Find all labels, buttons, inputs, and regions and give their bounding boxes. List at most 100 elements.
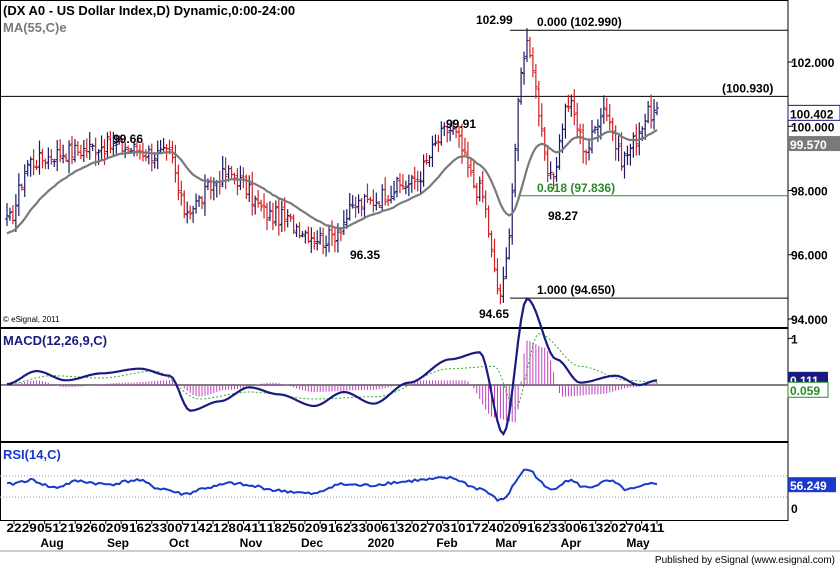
rsi-value-boxes: 56.249 [788, 477, 836, 493]
ma-value-label: 99.570 [790, 138, 827, 152]
x-day-label: 02 [297, 521, 312, 535]
price-value-boxes: 100.402 99.570 [787, 104, 840, 152]
x-day-label: 11 [650, 521, 665, 535]
x-day-label: 07 [175, 521, 190, 535]
x-day-label: 22 [7, 521, 22, 535]
x-month-label: Sep [107, 536, 129, 550]
price-panel [0, 0, 789, 328]
price-annotation: 94.65 [479, 307, 509, 321]
x-day-label: 11 [251, 521, 266, 535]
x-day-label: 16 [328, 521, 343, 535]
signal-value-box [787, 381, 829, 398]
x-day-label: 30 [558, 521, 573, 535]
x-month-label: Nov [240, 536, 263, 550]
x-day-label: 27 [420, 521, 435, 535]
price-annotation: 99.66 [113, 132, 143, 146]
x-day-label: 06 [374, 521, 389, 535]
x-month-label: Aug [40, 536, 63, 550]
x-day-label: 20 [405, 521, 420, 535]
x-day-label: 29 [22, 521, 37, 535]
x-month-label: Feb [436, 536, 457, 550]
x-day-label: 28 [221, 521, 236, 535]
rsi-value-label: 56.249 [790, 479, 827, 493]
x-day-label: 02 [98, 521, 113, 535]
resistance-label: (100.930) [722, 81, 773, 95]
x-day-label: 30 [359, 521, 374, 535]
x-month-label: Dec [301, 536, 323, 550]
rsi-y-axis: 0 [791, 502, 798, 516]
x-day-label: 04 [236, 521, 251, 535]
ma-line [6, 129, 658, 235]
signal-value-label: 0.059 [790, 384, 820, 398]
x-day-label: 30 [160, 521, 175, 535]
price-y-tick-label: 102.000 [791, 56, 835, 70]
fib-level-label: 1.000 (94.650) [537, 283, 615, 297]
x-month-label: May [626, 536, 650, 550]
price-annotation: 96.35 [350, 248, 380, 262]
fib-level-label: 0.618 (97.836) [537, 181, 615, 195]
x-day-label: 16 [527, 521, 542, 535]
x-month-label: Apr [561, 536, 582, 550]
ma-title: MA(55,C)e [3, 20, 67, 35]
moving-average [6, 129, 658, 235]
x-day-label: 13 [389, 521, 404, 535]
x-day-label: 17 [466, 521, 481, 535]
x-day-label: 10 [450, 521, 465, 535]
x-day-label: 24 [481, 521, 496, 535]
x-day-label: 23 [144, 521, 159, 535]
x-month-label: 2020 [368, 536, 395, 550]
rsi-value-box [788, 477, 836, 493]
reference-lines: 0.000 (102.990) 0.618 (97.836) 1.000 (94.6… [0, 15, 788, 299]
price-title: (DX A0 - US Dollar Index,D) Dynamic,0:00… [3, 3, 295, 18]
x-day-label: 25 [282, 521, 297, 535]
rsi-line [6, 468, 658, 503]
x-day-label: 04 [634, 521, 649, 535]
macd-y-tick-label: 1 [791, 332, 798, 346]
x-day-label: 23 [542, 521, 557, 535]
x-day-label: 23 [343, 521, 358, 535]
x-month-label: Mar [495, 536, 517, 550]
price-annotation: 102.99 [476, 13, 513, 27]
x-month-label: Oct [169, 536, 189, 550]
macd-lines [6, 297, 658, 436]
x-axis: 22 29 05 12 19 26 02 09 16 23 30 07 14 21 28 04 11 18 25 02… [7, 520, 665, 550]
price-y-axis: 94.000 96.000 98.000 100.000 102.000 [788, 56, 835, 327]
copyright-label: © eSignal, 2011 [3, 315, 60, 324]
price-annotation: 99.91 [446, 117, 476, 131]
x-day-label: 06 [573, 521, 588, 535]
x-day-label: 09 [512, 521, 527, 535]
x-day-label: 16 [129, 521, 144, 535]
x-day-label: 09 [114, 521, 129, 535]
macd-y-axis: 1 [788, 332, 798, 346]
x-day-label: 19 [68, 521, 83, 535]
rsi-line [0, 468, 788, 503]
ma-value-box [788, 136, 840, 152]
current-price-label: 100.402 [790, 107, 834, 121]
macd-title: MACD(12,26,9,C) [3, 333, 107, 348]
rsi-y-tick-label: 0 [791, 502, 798, 516]
x-day-label: 03 [435, 521, 450, 535]
price-y-tick-label: 98.000 [791, 184, 828, 198]
x-day-label: 20 [604, 521, 619, 535]
x-day-label: 09 [313, 521, 328, 535]
macd-line [6, 297, 658, 436]
footer-label: Published by eSignal (www.esignal.com) [655, 555, 835, 566]
rsi-title: RSI(14,C) [3, 447, 61, 462]
x-day-label: 21 [206, 521, 221, 535]
fib-level-label: 0.000 (102.990) [537, 15, 622, 29]
x-day-label: 14 [190, 521, 205, 535]
price-annotations: 99.66 96.35 99.91 94.65 102.99 98.27 [113, 13, 578, 321]
x-day-label: 13 [588, 521, 603, 535]
x-day-label: 12 [52, 521, 67, 535]
price-y-tick-label: 100.000 [791, 120, 835, 134]
x-day-label: 26 [83, 521, 98, 535]
price-y-tick-label: 96.000 [791, 249, 828, 263]
x-day-label: 02 [496, 521, 511, 535]
x-day-label: 27 [619, 521, 634, 535]
price-annotation: 98.27 [548, 209, 578, 223]
signal-line [6, 333, 658, 409]
